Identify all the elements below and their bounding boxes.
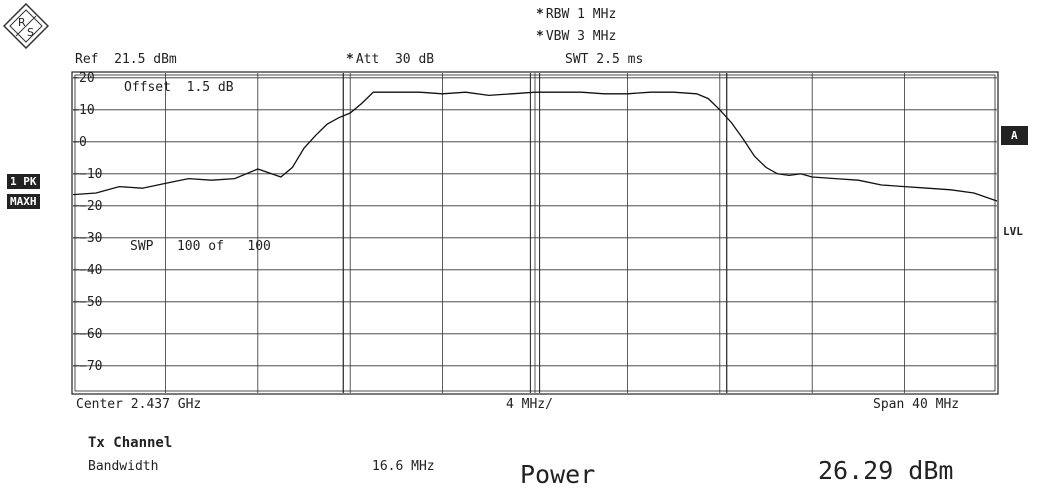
reference-level: Ref 21.5 dBm (75, 52, 177, 67)
frequency-per-division: 4 MHz/ (506, 397, 553, 412)
y-tick-label: 0 (79, 135, 87, 150)
frequency-span: Span 40 MHz (873, 397, 960, 412)
sweep-time: SWT 2.5 ms (565, 52, 644, 67)
y-tick-label: −50 (79, 295, 102, 310)
y-tick-label: −20 (79, 199, 102, 214)
y-tick-label: −30 (79, 231, 102, 246)
trace-mode-badge: MAXH (7, 194, 40, 209)
y-tick-label: −70 (79, 359, 102, 374)
power-label: Power (520, 460, 596, 489)
sweep-count: SWP 100 of 100 (130, 239, 271, 254)
y-tick-label: 20 (79, 71, 95, 86)
y-tick-label: −60 (79, 327, 102, 342)
trace-detector-badge: 1 PK (7, 174, 40, 189)
attenuation-setting: Att 30 dB (346, 53, 434, 66)
plot-frame (71, 71, 999, 395)
bandwidth-value: 16.6 MHz (372, 459, 435, 474)
power-value: 26.29 dBm (818, 456, 954, 485)
y-tick-label: −40 (79, 263, 102, 278)
svg-text:S: S (27, 26, 34, 39)
trace-a-badge: A (1001, 126, 1028, 145)
spectrum-trace (72, 91, 998, 202)
rbw-setting: RBW 1 MHz (536, 8, 616, 21)
rohde-schwarz-logo: R S (3, 3, 49, 49)
y-tick-labels: 20 10 0 −10 −20 −30 −40 −50 −60 −70 (73, 71, 102, 374)
level-indicator: LVL (1003, 225, 1023, 238)
y-tick-label: −10 (79, 167, 102, 182)
tx-channel-heading: Tx Channel (88, 435, 173, 451)
svg-text:R: R (18, 16, 26, 29)
bandwidth-label: Bandwidth (88, 459, 159, 474)
center-frequency: Center 2.437 GHz (76, 397, 202, 412)
offset-annotation: Offset 1.5 dB (124, 80, 234, 95)
plot-grid (71, 71, 999, 395)
y-tick-label: 10 (79, 103, 95, 118)
vbw-setting: VBW 3 MHz (536, 30, 616, 43)
